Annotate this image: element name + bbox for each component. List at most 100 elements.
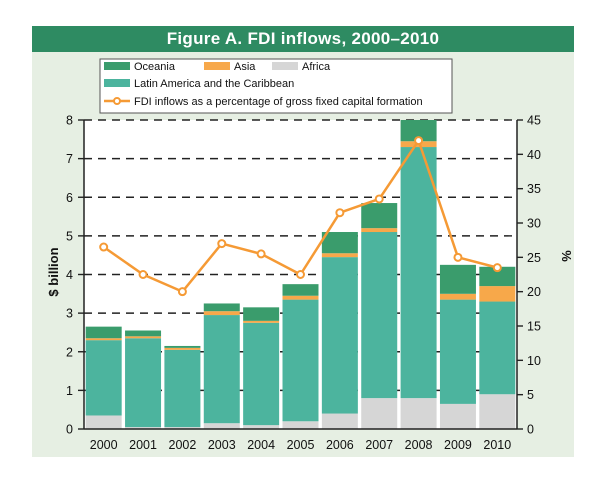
- y-tick-label: 5: [66, 229, 73, 243]
- legend-swatch-asia: [204, 62, 230, 70]
- fdi-percentage-point: [217, 239, 227, 249]
- bar-segment-africa: [125, 427, 162, 429]
- bar-segment-asia: [479, 286, 516, 302]
- fdi-percentage-point: [492, 263, 502, 273]
- bar-segment-asia: [125, 336, 162, 339]
- legend-label-latin-america: Latin America and the Caribbean: [134, 78, 294, 90]
- x-tick-label: 2009: [444, 438, 472, 452]
- fdi-percentage-point: [138, 270, 148, 279]
- y-tick-label: 7: [66, 152, 73, 166]
- y-tick-label: 8: [66, 114, 73, 128]
- x-tick-label: 2002: [169, 438, 197, 452]
- legend-line-marker: [113, 97, 121, 105]
- y-tick-label: 6: [66, 191, 73, 205]
- legend-swatch-africa: [272, 62, 298, 70]
- bar-segment-africa: [282, 421, 319, 429]
- y2-tick-label: 20: [527, 285, 541, 299]
- bar-segment-oceania: [479, 266, 516, 287]
- bar-segment-africa: [361, 398, 398, 429]
- y2-tick-label: 25: [527, 251, 541, 265]
- bar-segment-asia: [164, 347, 201, 350]
- bar-segment-oceania: [282, 284, 319, 296]
- y2-tick-label: 35: [527, 182, 541, 196]
- x-tick-label: 2007: [365, 438, 393, 452]
- legend-swatch-oceania: [104, 62, 130, 70]
- y2-axis-label: %: [559, 250, 574, 262]
- x-tick-label: 2003: [208, 438, 236, 452]
- y-tick-label: 2: [66, 345, 73, 359]
- bar-segment-africa: [203, 423, 240, 429]
- bar-segment-africa: [400, 398, 437, 429]
- bar-segment-asia: [243, 320, 280, 323]
- bar-segment-latin-america-and-the-caribbean: [479, 301, 516, 395]
- bar-segment-africa: [85, 415, 122, 429]
- y2-tick-label: 15: [527, 320, 541, 334]
- y2-tick-label: 0: [527, 423, 534, 437]
- y-tick-label: 3: [66, 307, 73, 321]
- fdi-percentage-point: [177, 287, 187, 297]
- y2-tick-label: 30: [527, 217, 541, 231]
- bar-segment-oceania: [361, 203, 398, 229]
- y2-tick-label: 10: [527, 354, 541, 368]
- bar-segment-latin-america-and-the-caribbean: [400, 147, 437, 399]
- bar-segment-latin-america-and-the-caribbean: [439, 299, 476, 404]
- y-axis-label: $ billion: [46, 247, 61, 296]
- bar-segment-asia: [439, 293, 476, 300]
- bar-segment-oceania: [400, 120, 437, 142]
- x-tick-label: 2008: [405, 438, 433, 452]
- x-tick-label: 2005: [287, 438, 315, 452]
- bar-segment-africa: [164, 427, 201, 429]
- y-tick-label: 4: [66, 268, 73, 282]
- title-bar: Figure A. FDI inflows, 2000–2010: [32, 26, 574, 52]
- legend-label-asia: Asia: [234, 61, 256, 73]
- bar-segment-latin-america-and-the-caribbean: [203, 315, 240, 424]
- bar-segment-oceania: [321, 232, 358, 254]
- bar-segment-asia: [282, 295, 319, 300]
- bar-segment-latin-america-and-the-caribbean: [282, 299, 319, 422]
- y2-tick-label: 45: [527, 114, 541, 128]
- fdi-percentage-point: [296, 270, 305, 279]
- x-tick-label: 2000: [90, 438, 118, 452]
- bar-segment-africa: [439, 403, 476, 429]
- bar-segment-latin-america-and-the-caribbean: [125, 338, 162, 428]
- fdi-percentage-point: [414, 136, 424, 146]
- bar-segment-latin-america-and-the-caribbean: [164, 349, 201, 428]
- bar-segment-latin-america-and-the-caribbean: [85, 340, 122, 416]
- y-tick-label: 0: [66, 423, 73, 437]
- bar-segment-africa: [243, 425, 280, 429]
- fdi-percentage-point: [453, 252, 463, 262]
- bar-segment-oceania: [85, 326, 122, 339]
- x-tick-label: 2006: [326, 438, 354, 452]
- bar-segment-latin-america-and-the-caribbean: [361, 232, 398, 399]
- legend-label-fdi-percentage: FDI inflows as a percentage of gross fix…: [134, 96, 423, 108]
- fdi-percentage-point: [256, 249, 266, 259]
- bar-segment-latin-america-and-the-caribbean: [243, 322, 280, 426]
- bar-segment-asia: [321, 253, 358, 258]
- bar-segment-asia: [361, 228, 398, 233]
- bar-segment-oceania: [203, 303, 240, 312]
- y-tick-label: 1: [66, 384, 73, 398]
- bar-segment-oceania: [125, 330, 162, 337]
- x-tick-label: 2004: [247, 438, 275, 452]
- bar-segment-africa: [479, 394, 516, 429]
- chart-title: Figure A. FDI inflows, 2000–2010: [166, 29, 440, 48]
- y2-tick-label: 40: [527, 148, 541, 162]
- bar-segment-africa: [321, 413, 358, 429]
- legend-label-oceania: Oceania: [134, 61, 176, 73]
- bar-segment-oceania: [439, 264, 476, 294]
- fdi-percentage-point: [99, 242, 109, 252]
- bar-segment-oceania: [164, 345, 201, 348]
- x-tick-label: 2001: [129, 438, 157, 452]
- fdi-percentage-point: [335, 208, 345, 218]
- bar-segment-latin-america-and-the-caribbean: [321, 257, 358, 414]
- bar-segment-asia: [85, 338, 122, 341]
- legend-swatch-latin-america: [104, 79, 130, 87]
- x-tick-label: 2010: [483, 438, 511, 452]
- bar-segment-oceania: [243, 307, 280, 321]
- bar-segment-asia: [203, 311, 240, 316]
- legend-label-africa: Africa: [302, 61, 331, 73]
- y2-tick-label: 5: [527, 388, 534, 402]
- fdi-percentage-point: [374, 194, 384, 204]
